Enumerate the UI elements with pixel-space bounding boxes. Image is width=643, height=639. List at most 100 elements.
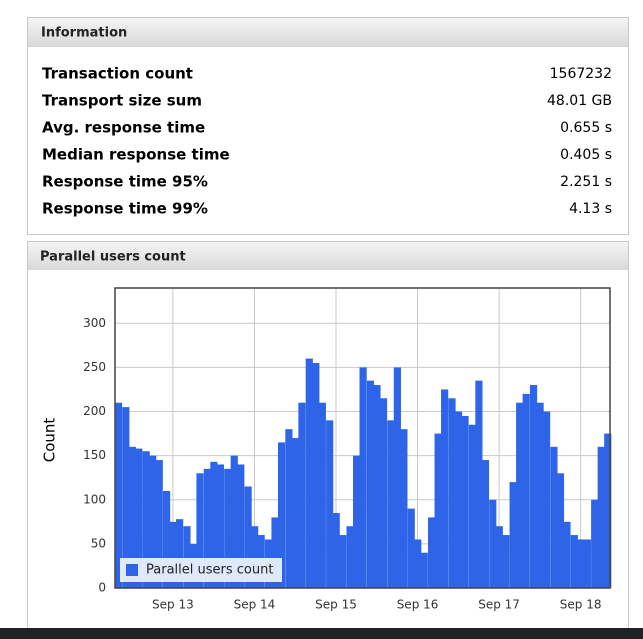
bar [114, 402, 123, 588]
bar [128, 446, 136, 588]
bar [326, 420, 334, 588]
y-tick-label: 100 [83, 492, 106, 506]
bar [183, 526, 191, 588]
bar [556, 473, 565, 588]
bar [420, 552, 428, 588]
x-tick-label: Sep 17 [478, 598, 520, 612]
info-label: Response time 95% [42, 173, 208, 191]
info-value: 48.01 GB [547, 93, 612, 109]
info-header [28, 18, 628, 47]
x-tick-label: Sep 15 [315, 598, 357, 612]
bar [407, 508, 415, 588]
bar [169, 521, 177, 588]
bar [312, 363, 320, 588]
bar [142, 451, 150, 588]
bar [502, 535, 510, 588]
bar [352, 455, 361, 588]
y-tick-label: 250 [83, 360, 106, 374]
bar [414, 539, 422, 588]
y-tick-label: 0 [98, 581, 106, 595]
bar [332, 513, 340, 588]
bar [434, 433, 442, 588]
info-value: 0.405 s [560, 147, 612, 163]
bar [583, 539, 591, 588]
bar [237, 464, 245, 588]
bar [577, 539, 585, 588]
bar [522, 393, 530, 588]
bar [509, 482, 517, 588]
bar [162, 490, 171, 588]
y-axis-label: Count [41, 418, 59, 463]
bar [196, 473, 204, 588]
bar [122, 407, 130, 588]
info-label: Median response time [42, 146, 230, 164]
bar [597, 446, 605, 588]
bar [563, 521, 571, 588]
bar [454, 411, 463, 588]
bar [366, 380, 375, 588]
x-tick-label: Sep 13 [152, 598, 194, 612]
bar [155, 460, 163, 588]
bar [339, 535, 347, 588]
bar [393, 367, 401, 588]
y-tick-label: 50 [91, 536, 106, 550]
bar [495, 526, 503, 588]
bar [230, 455, 238, 588]
info-value: 4.13 s [569, 201, 612, 217]
bar [536, 402, 544, 588]
bar [135, 448, 143, 588]
bar [379, 398, 388, 588]
bar [400, 429, 408, 588]
y-tick-label: 200 [83, 404, 106, 418]
info-panel [27, 17, 629, 235]
bar [550, 446, 558, 588]
info-value: 2.251 s [560, 174, 612, 190]
bar [441, 389, 449, 588]
bar [359, 367, 367, 588]
bar [529, 385, 538, 588]
info-label: Avg. response time [42, 119, 205, 137]
bar [448, 398, 456, 588]
chart: 0 50 100 150 200 250 300 Sep 13 Sep 14 Sep 15 Sep … [41, 287, 612, 612]
taskbar [0, 628, 643, 639]
bar [481, 460, 490, 588]
bar [489, 499, 497, 588]
bar [468, 424, 476, 588]
y-tick-label: 300 [83, 316, 106, 330]
bar [285, 429, 293, 588]
bar [149, 455, 157, 588]
info-label: Transaction count [42, 65, 193, 83]
info-rows: Transaction count 1567232 Transport size s… [42, 65, 612, 218]
x-tick-label: Sep 14 [234, 598, 276, 612]
bar [475, 380, 483, 588]
bar [298, 402, 306, 588]
bar [210, 461, 218, 588]
info-value: 1567232 [550, 66, 612, 82]
bar [277, 442, 286, 588]
bar [461, 415, 469, 588]
bar [516, 402, 524, 588]
info-label: Transport size sum [42, 92, 202, 110]
x-tick-label: Sep 16 [397, 598, 439, 612]
bar [203, 468, 211, 588]
x-tick-label: Sep 18 [560, 598, 602, 612]
bar [542, 411, 551, 588]
legend-box [120, 558, 282, 582]
chart-panel-title: Parallel users count [40, 250, 186, 265]
info-title: Information [41, 26, 127, 41]
legend-swatch [126, 564, 138, 576]
bar [216, 464, 224, 588]
bar [224, 468, 232, 588]
bar [271, 517, 279, 588]
bar [346, 526, 354, 588]
info-value: 0.655 s [560, 120, 612, 136]
bar [604, 433, 612, 588]
bar [251, 526, 259, 588]
bar [373, 385, 381, 588]
legend-label: Parallel users count [146, 563, 273, 578]
bar [305, 358, 313, 588]
bar [291, 438, 300, 588]
plot-border [114, 287, 611, 589]
y-tick-label: 150 [83, 448, 106, 462]
